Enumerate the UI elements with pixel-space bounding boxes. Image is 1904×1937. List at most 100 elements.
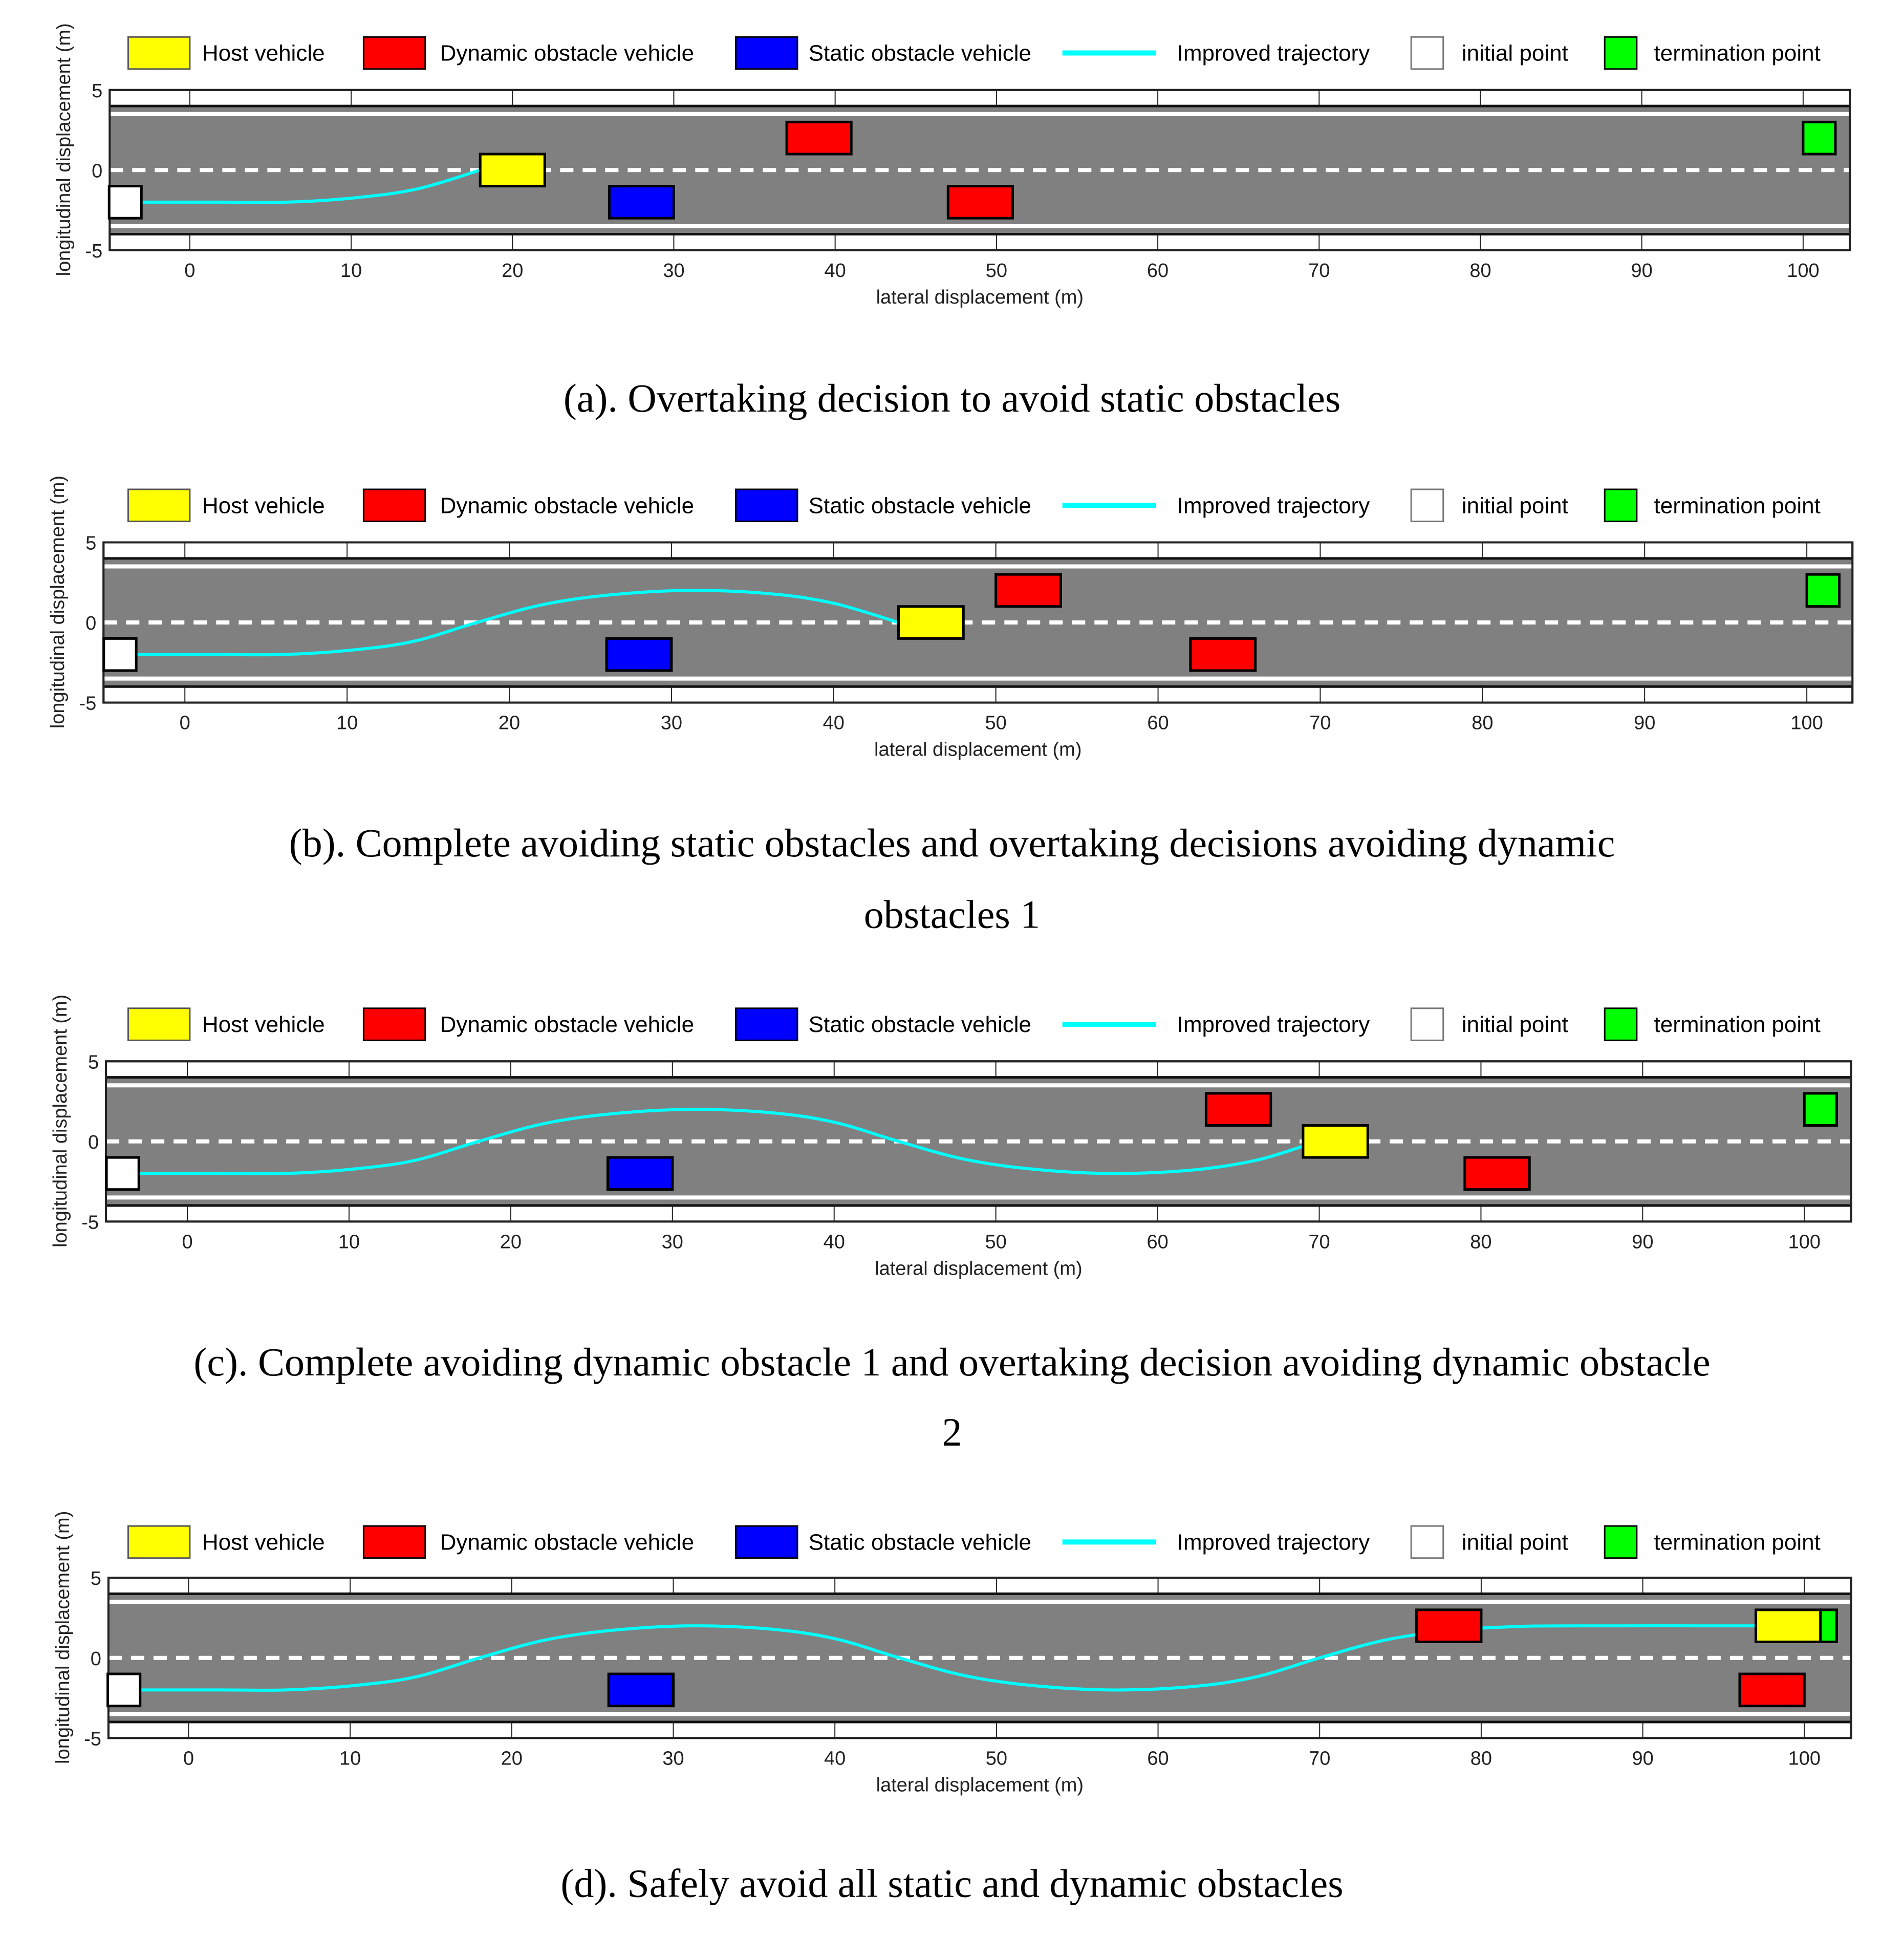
y-tick-label: 5 bbox=[91, 1568, 101, 1589]
legend-item-termination: termination point bbox=[1604, 36, 1821, 70]
legend: Host vehicle Dynamic obstacle vehicle Stat… bbox=[127, 488, 1821, 523]
x-tick-label: 0 bbox=[182, 1231, 192, 1253]
termination-vehicle bbox=[1802, 120, 1837, 156]
dynamic-vehicle bbox=[1738, 1672, 1806, 1708]
legend-item-host: Host vehicle bbox=[127, 1525, 325, 1559]
dynamic-vehicle bbox=[1204, 1092, 1272, 1127]
legend-label: Static obstacle vehicle bbox=[809, 1530, 1031, 1555]
legend-label: initial point bbox=[1462, 493, 1568, 518]
termination-swatch-icon bbox=[1604, 1525, 1638, 1559]
legend-label: initial point bbox=[1462, 41, 1568, 66]
dynamic-swatch-icon bbox=[362, 488, 426, 523]
legend-item-host: Host vehicle bbox=[127, 488, 325, 523]
x-tick-label: 60 bbox=[1147, 713, 1169, 734]
improved-trajectory bbox=[139, 1108, 1304, 1175]
y-tick-label: -5 bbox=[85, 241, 103, 262]
legend: Host vehicle Dynamic obstacle vehicle Stat… bbox=[127, 1525, 1821, 1559]
legend-label: termination point bbox=[1654, 41, 1821, 66]
x-tick-label: 100 bbox=[1790, 713, 1823, 734]
caption-d: (d). Safely avoid all static and dynamic… bbox=[560, 1861, 1343, 1905]
legend-item-trajectory: Improved trajectory bbox=[1062, 41, 1370, 66]
legend-item-dynamic: Dynamic obstacle vehicle bbox=[362, 1007, 694, 1041]
x-tick-label: 100 bbox=[1788, 1231, 1821, 1253]
legend-item-dynamic: Dynamic obstacle vehicle bbox=[362, 488, 694, 523]
termination-swatch-icon bbox=[1604, 36, 1638, 70]
termination-swatch-icon bbox=[1604, 488, 1638, 523]
x-axis-label: lateral displacement (m) bbox=[874, 739, 1081, 761]
x-tick-label: 20 bbox=[501, 1748, 523, 1769]
legend-item-dynamic: Dynamic obstacle vehicle bbox=[362, 36, 694, 70]
legend-label: Dynamic obstacle vehicle bbox=[440, 41, 694, 66]
plot-border bbox=[109, 89, 1851, 251]
static-vehicle bbox=[605, 637, 673, 672]
legend-label: initial point bbox=[1462, 1012, 1568, 1037]
legend-label: termination point bbox=[1654, 1530, 1821, 1555]
dynamic-swatch-icon bbox=[362, 36, 426, 70]
x-tick-label: 10 bbox=[336, 713, 358, 734]
y-tick-label: 0 bbox=[91, 1648, 101, 1670]
x-tick-label: 0 bbox=[184, 260, 195, 282]
x-tick-label: 90 bbox=[1631, 260, 1653, 282]
legend-item-static: Static obstacle vehicle bbox=[735, 488, 1031, 523]
x-tick-label: 80 bbox=[1470, 1748, 1492, 1769]
legend-label: Improved trajectory bbox=[1177, 493, 1370, 518]
x-tick-label: 0 bbox=[180, 713, 190, 734]
initial-vehicle bbox=[102, 637, 138, 672]
caption-b: obstacles 1 bbox=[864, 892, 1040, 937]
dynamic-vehicle bbox=[1415, 1608, 1483, 1643]
road bbox=[103, 558, 1853, 687]
legend-item-static: Static obstacle vehicle bbox=[735, 1525, 1031, 1559]
legend-item-static: Static obstacle vehicle bbox=[735, 1007, 1031, 1041]
legend-label: termination point bbox=[1654, 1012, 1821, 1037]
legend-item-dynamic: Dynamic obstacle vehicle bbox=[362, 1525, 694, 1559]
x-tick-label: 30 bbox=[662, 1231, 683, 1253]
legend-label: Improved trajectory bbox=[1177, 1012, 1370, 1037]
x-tick-label: 40 bbox=[825, 260, 846, 282]
x-tick-label: 60 bbox=[1147, 1748, 1169, 1769]
y-axis-label: longitudinal displacement (m) bbox=[53, 23, 75, 276]
legend-item-trajectory: Improved trajectory bbox=[1062, 493, 1370, 518]
legend: Host vehicle Dynamic obstacle vehicle Stat… bbox=[127, 1007, 1821, 1041]
legend-item-initial: initial point bbox=[1410, 1525, 1568, 1559]
host-swatch-icon bbox=[127, 36, 191, 70]
legend-label: initial point bbox=[1462, 1530, 1568, 1555]
legend-label: Static obstacle vehicle bbox=[809, 493, 1031, 518]
legend-label: Improved trajectory bbox=[1177, 1530, 1370, 1555]
static-swatch-icon bbox=[735, 1007, 798, 1041]
dynamic-vehicle bbox=[946, 185, 1014, 220]
x-axis-label: lateral displacement (m) bbox=[876, 287, 1084, 308]
y-tick-label: 0 bbox=[92, 160, 102, 182]
x-tick-label: 90 bbox=[1634, 713, 1655, 734]
dynamic-swatch-icon bbox=[362, 1007, 426, 1041]
plot-border bbox=[102, 541, 1854, 704]
x-tick-label: 40 bbox=[823, 713, 845, 734]
x-tick-label: 40 bbox=[824, 1748, 846, 1769]
x-tick-label: 100 bbox=[1788, 1748, 1821, 1769]
x-tick-label: 50 bbox=[985, 713, 1007, 734]
legend-item-initial: initial point bbox=[1410, 36, 1568, 70]
x-tick-label: 90 bbox=[1632, 1748, 1653, 1769]
x-axis-label: lateral displacement (m) bbox=[875, 1258, 1082, 1279]
caption-c: 2 bbox=[942, 1410, 962, 1454]
x-tick-label: 30 bbox=[663, 260, 684, 282]
road bbox=[108, 1594, 1851, 1722]
host-vehicle bbox=[897, 605, 965, 640]
initial-swatch-icon bbox=[1410, 1007, 1444, 1041]
static-swatch-icon bbox=[735, 36, 798, 70]
legend-item-trajectory: Improved trajectory bbox=[1062, 1530, 1370, 1555]
road bbox=[106, 1077, 1851, 1206]
legend-label: Dynamic obstacle vehicle bbox=[440, 1530, 694, 1555]
termination-vehicle bbox=[1805, 573, 1841, 608]
dynamic-vehicle bbox=[785, 120, 853, 156]
x-tick-label: 0 bbox=[183, 1748, 194, 1769]
host-swatch-icon bbox=[127, 1525, 191, 1559]
legend-item-termination: termination point bbox=[1604, 488, 1821, 523]
legend-item-initial: initial point bbox=[1410, 1007, 1568, 1041]
caption-a: (a). Overtaking decision to avoid static… bbox=[564, 376, 1340, 420]
initial-vehicle bbox=[105, 1156, 140, 1191]
legend-item-termination: termination point bbox=[1604, 1525, 1821, 1559]
improved-trajectory bbox=[141, 168, 481, 204]
x-tick-label: 80 bbox=[1472, 713, 1493, 734]
legend-item-host: Host vehicle bbox=[127, 1007, 325, 1041]
